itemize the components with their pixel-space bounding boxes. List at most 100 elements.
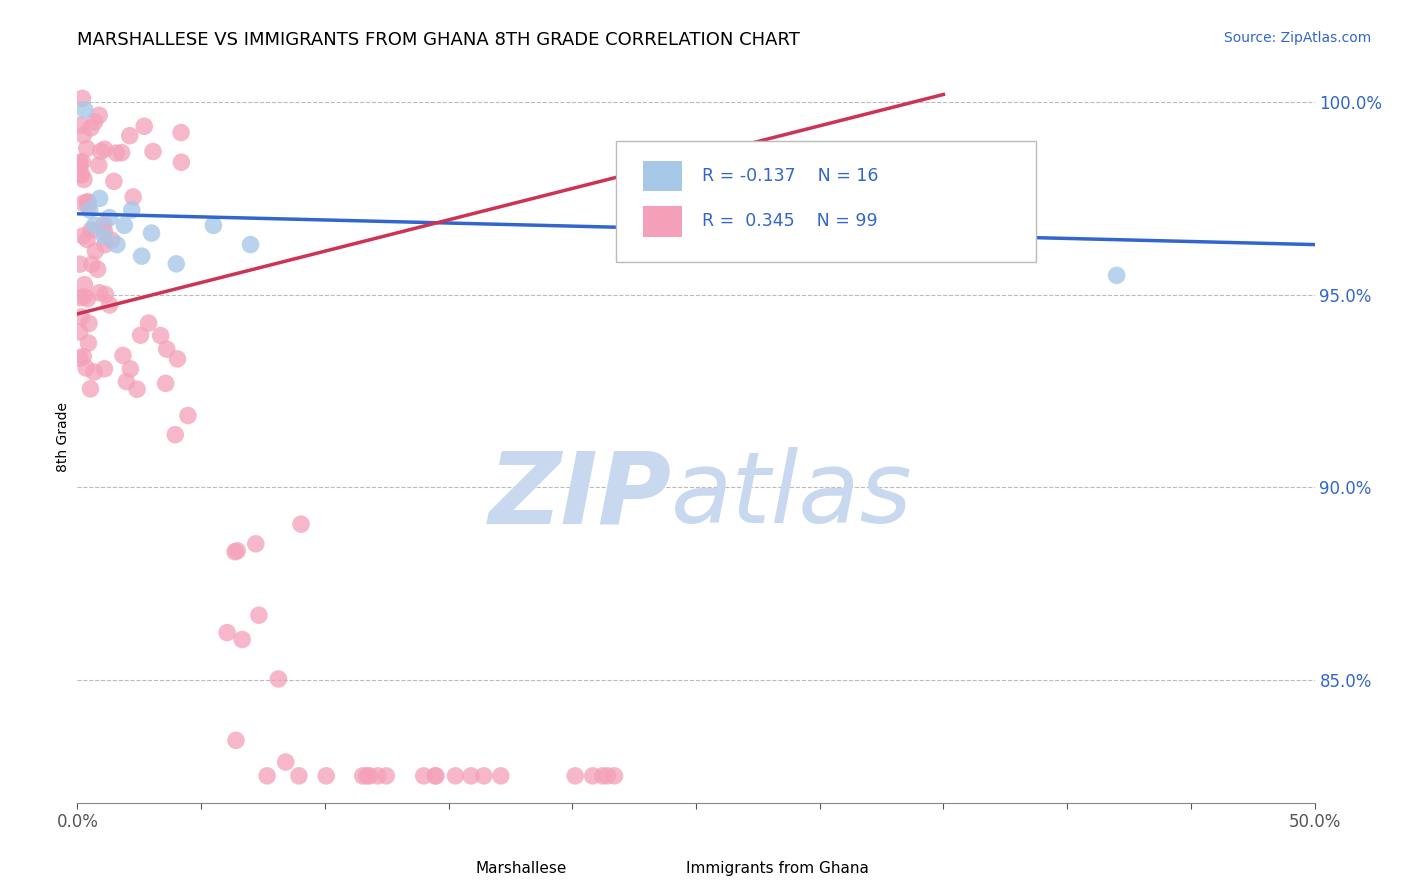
Point	[83, 219, 105, 233]
Point	[89, 191, 111, 205]
Text: ZIP: ZIP	[488, 447, 671, 544]
Point	[267, 672, 290, 686]
Point	[76, 194, 98, 209]
Point	[170, 155, 193, 169]
Point	[80, 223, 103, 237]
Point	[76, 292, 98, 306]
Point	[472, 769, 495, 783]
Point	[564, 769, 586, 783]
Point	[72, 91, 94, 105]
FancyBboxPatch shape	[640, 855, 675, 882]
Point	[70, 168, 93, 182]
Point	[69, 351, 91, 366]
Point	[118, 128, 141, 143]
Point	[77, 199, 100, 213]
Point	[79, 382, 101, 396]
Point	[98, 298, 121, 312]
Point	[72, 350, 94, 364]
Point	[166, 351, 188, 366]
Point	[69, 325, 91, 339]
Point	[69, 155, 91, 169]
Point	[125, 382, 148, 396]
FancyBboxPatch shape	[616, 141, 1036, 261]
Point	[226, 543, 249, 558]
Point	[83, 365, 105, 379]
Text: Marshallese: Marshallese	[475, 861, 567, 876]
Point	[86, 262, 108, 277]
Point	[217, 625, 239, 640]
Point	[89, 108, 111, 122]
Point	[352, 769, 374, 783]
Text: MARSHALLESE VS IMMIGRANTS FROM GHANA 8TH GRADE CORRELATION CHART: MARSHALLESE VS IMMIGRANTS FROM GHANA 8TH…	[77, 31, 800, 49]
Y-axis label: 8th Grade: 8th Grade	[56, 402, 70, 472]
Point	[72, 196, 94, 211]
Point	[103, 174, 125, 188]
Point	[239, 237, 262, 252]
Point	[460, 769, 482, 783]
Point	[94, 237, 117, 252]
Text: R =  0.345    N = 99: R = 0.345 N = 99	[702, 212, 877, 230]
Point	[225, 733, 247, 747]
Point	[69, 257, 91, 271]
Point	[245, 537, 267, 551]
Point	[444, 769, 467, 783]
Point	[76, 141, 98, 155]
Point	[165, 427, 187, 442]
Point	[69, 160, 91, 174]
Point	[489, 769, 512, 783]
Point	[69, 118, 91, 132]
Point	[202, 219, 225, 233]
Point	[121, 202, 143, 217]
Point	[93, 224, 115, 238]
Point	[75, 361, 97, 376]
Point	[131, 249, 153, 263]
Point	[367, 769, 389, 783]
Point	[412, 769, 434, 783]
Point	[72, 228, 94, 243]
Point	[69, 291, 91, 305]
Point	[603, 769, 626, 783]
Point	[315, 769, 337, 783]
Point	[93, 218, 115, 232]
Point	[80, 120, 103, 135]
Point	[256, 769, 278, 783]
Point	[100, 233, 122, 247]
Text: R = -0.137    N = 16: R = -0.137 N = 16	[702, 167, 879, 185]
Point	[359, 769, 381, 783]
Point	[69, 168, 91, 182]
Point	[356, 769, 378, 783]
Point	[582, 769, 605, 783]
Point	[93, 230, 115, 244]
Point	[73, 290, 96, 304]
Point	[83, 115, 105, 129]
Point	[425, 769, 447, 783]
Point	[170, 126, 193, 140]
Point	[224, 545, 246, 559]
Point	[90, 145, 112, 159]
Point	[72, 128, 94, 142]
Point	[155, 376, 177, 391]
Point	[165, 257, 187, 271]
FancyBboxPatch shape	[430, 855, 464, 882]
Point	[89, 285, 111, 300]
Point	[76, 232, 98, 246]
Point	[288, 769, 311, 783]
Point	[122, 190, 145, 204]
Point	[73, 172, 96, 186]
Point	[98, 211, 121, 225]
Point	[72, 155, 94, 169]
Point	[112, 219, 135, 233]
FancyBboxPatch shape	[643, 206, 682, 236]
Point	[77, 336, 100, 351]
Point	[141, 226, 163, 240]
Point	[375, 769, 398, 783]
Point	[177, 409, 200, 423]
Point	[84, 244, 107, 258]
Point	[105, 146, 128, 161]
Point	[274, 755, 297, 769]
Point	[73, 277, 96, 292]
Point	[247, 608, 270, 623]
Point	[111, 348, 134, 362]
Point	[142, 145, 165, 159]
Point	[94, 287, 117, 301]
